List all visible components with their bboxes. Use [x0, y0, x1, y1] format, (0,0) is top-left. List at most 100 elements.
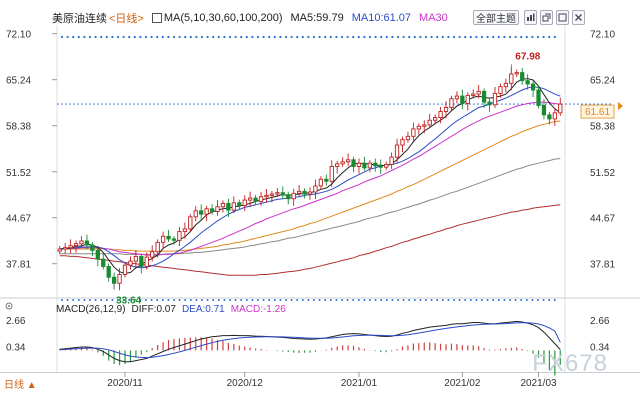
- candle-body: [433, 117, 438, 121]
- x-tick-label: 2020/11: [107, 378, 143, 389]
- event-dot: [340, 35, 344, 39]
- event-dot: [173, 299, 175, 301]
- candle-body: [258, 196, 264, 202]
- candle: [335, 160, 340, 174]
- macd-tick-label-left: 0.34: [6, 343, 26, 354]
- chart-type-button[interactable]: [524, 10, 537, 25]
- macd-tick-label-right: 0.34: [590, 343, 610, 354]
- event-dot: [189, 35, 192, 39]
- period-selector[interactable]: 日线 ▲: [4, 380, 37, 391]
- candle-body: [122, 264, 128, 275]
- candle-body: [269, 193, 275, 196]
- event-dot: [324, 299, 327, 301]
- candle-body: [193, 210, 198, 218]
- event-dot: [161, 35, 164, 39]
- event-dot: [105, 299, 108, 301]
- event-dot: [391, 299, 394, 301]
- candle: [525, 74, 530, 90]
- candle-body: [291, 192, 296, 200]
- x-tick-label: 2021/02: [444, 378, 481, 389]
- period-tag: <日线>: [109, 13, 144, 25]
- event-dot: [150, 35, 153, 39]
- candle: [63, 243, 68, 254]
- candle: [171, 235, 177, 245]
- candle: [345, 153, 351, 167]
- macd-diff: DIFF:0.07: [131, 304, 176, 315]
- candle: [275, 187, 280, 198]
- event-dot: [167, 35, 170, 39]
- close-button[interactable]: [572, 10, 585, 25]
- event-dot: [553, 299, 556, 301]
- event-dot: [430, 299, 433, 301]
- candle: [291, 188, 296, 206]
- candle-body: [351, 159, 356, 167]
- candle-body: [264, 194, 269, 198]
- event-dot: [436, 299, 439, 301]
- current-price-box: [580, 104, 615, 119]
- candle: [443, 101, 449, 119]
- candle: [307, 187, 313, 200]
- ma-settings-label: MA(5,10,30,60,100,200): [163, 12, 283, 24]
- candle-body: [514, 72, 519, 75]
- candle-body: [231, 202, 236, 211]
- candle-body: [335, 163, 340, 167]
- candle: [411, 122, 416, 141]
- event-dot: [133, 35, 136, 39]
- candle: [73, 240, 79, 253]
- candle: [128, 256, 133, 270]
- event-dot: [262, 35, 265, 39]
- y-tick-label-right: 51.52: [590, 168, 615, 179]
- event-dot: [452, 35, 456, 39]
- candle-body: [389, 156, 394, 165]
- candle: [209, 204, 215, 215]
- candle: [487, 97, 492, 112]
- candle: [215, 200, 220, 216]
- event-dot: [413, 35, 416, 39]
- candle: [373, 158, 378, 172]
- candle-body: [166, 235, 171, 240]
- candle: [242, 195, 247, 212]
- event-dot: [122, 35, 125, 39]
- event-dot: [245, 35, 248, 39]
- event-dot: [458, 35, 461, 39]
- candle-body: [128, 260, 133, 266]
- candle: [155, 239, 160, 258]
- event-dot: [307, 299, 310, 301]
- candle-body: [509, 73, 514, 84]
- maximize-button[interactable]: [556, 10, 569, 25]
- ma-settings[interactable]: MA(5,10,30,60,100,200): [151, 12, 283, 24]
- indicator-toggle[interactable]: [4, 301, 14, 311]
- candle-body: [84, 240, 90, 246]
- event-dot: [469, 35, 472, 39]
- candle-body: [438, 111, 443, 118]
- event-dot: [503, 299, 506, 301]
- candle: [204, 205, 209, 222]
- price-arrow-icon: [618, 102, 623, 111]
- event-dot: [111, 35, 114, 39]
- event-dot: [503, 35, 506, 39]
- event-dot: [548, 299, 551, 301]
- event-dot: [436, 35, 439, 39]
- restore-button[interactable]: [540, 10, 553, 25]
- candle: [280, 186, 285, 200]
- theme-select-button[interactable]: 全部主题: [473, 10, 519, 25]
- event-dot: [285, 299, 287, 301]
- event-dot: [324, 35, 327, 39]
- macd-legend: MACD(26,12,9) DIFF:0.07 DEA:0.71 MACD:-1…: [56, 304, 286, 315]
- event-dot: [441, 299, 444, 301]
- event-dot: [145, 299, 147, 301]
- candle-body: [427, 119, 432, 126]
- candle: [226, 198, 231, 218]
- event-dot: [94, 35, 97, 39]
- macd-tick-label-right: 2.66: [590, 316, 610, 327]
- event-dot: [447, 299, 450, 301]
- candle-body: [63, 247, 68, 250]
- event-dot: [469, 299, 472, 301]
- event-dot: [150, 299, 153, 301]
- candle: [57, 246, 62, 255]
- candle-body: [220, 202, 226, 208]
- macd-title: MACD(26,12,9): [56, 304, 126, 315]
- candle: [101, 252, 106, 270]
- event-dot: [128, 299, 131, 301]
